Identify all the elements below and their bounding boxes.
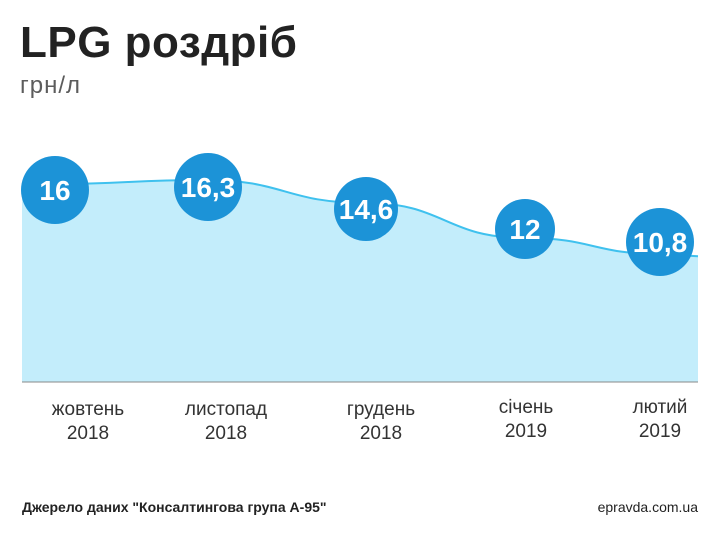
- data-source: Джерело даних "Консалтингова група А-95": [22, 499, 327, 515]
- data-label: 16,3: [181, 172, 236, 203]
- year-label: 2018: [359, 423, 403, 444]
- x-tick-label: листопад 2018: [146, 398, 306, 446]
- data-label: 16: [39, 175, 70, 206]
- value-bubble: [495, 199, 555, 259]
- x-tick-label: жовтень 2018: [8, 398, 168, 446]
- chart-title: LPG роздріб: [20, 18, 298, 67]
- value-bubble: [21, 156, 89, 224]
- year-label: 2018: [204, 423, 248, 444]
- value-bubble: [626, 208, 694, 276]
- value-bubble: [174, 153, 242, 221]
- year-label: 2019: [638, 421, 682, 442]
- month-label: жовтень: [51, 399, 125, 420]
- unit-label: грн/л: [20, 72, 82, 99]
- year-label: 2019: [504, 421, 548, 442]
- data-label: 12: [509, 214, 540, 245]
- area-fill: [22, 179, 698, 382]
- month-label: листопад: [184, 399, 268, 420]
- data-label: 10,8: [633, 227, 688, 258]
- x-tick-label: грудень 2018: [301, 398, 461, 446]
- month-label: січень: [498, 397, 554, 418]
- month-label: лютий: [632, 397, 688, 418]
- value-bubble: [334, 177, 398, 241]
- x-tick-label: січень 2019: [446, 396, 606, 444]
- year-label: 2018: [66, 423, 110, 444]
- month-label: грудень: [346, 399, 416, 420]
- value-bubbles: 16 16,3 14,6 12 10,8: [21, 153, 694, 276]
- data-label: 14,6: [339, 194, 394, 225]
- x-tick-label: лютий 2019: [580, 396, 720, 444]
- site-credit: epravda.com.ua: [597, 499, 698, 515]
